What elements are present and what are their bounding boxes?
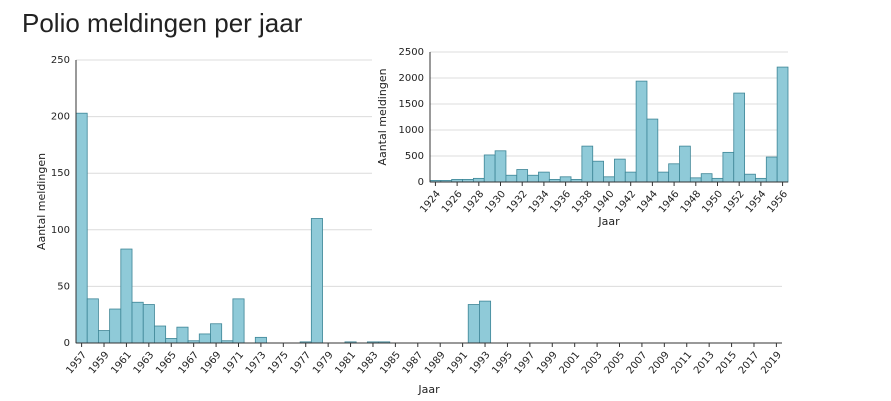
bar [109, 308, 122, 344]
bar [505, 174, 518, 183]
x-tick-label: 2007 [625, 350, 650, 377]
bar [711, 177, 724, 183]
x-tick-label: 1967 [176, 350, 201, 377]
bar [559, 176, 572, 183]
bar [86, 298, 99, 344]
bar [755, 177, 767, 183]
x-tick-label: 2017 [737, 350, 762, 377]
bar [516, 169, 529, 183]
bar [165, 338, 178, 344]
bar [254, 336, 267, 344]
bar [689, 177, 702, 183]
bar [75, 112, 88, 344]
x-tick-label: 1987 [401, 350, 426, 377]
bar [232, 298, 245, 344]
bar [646, 118, 659, 183]
bar [131, 301, 144, 344]
bar [154, 325, 167, 344]
x-tick-label: 1959 [87, 350, 112, 377]
y-tick-label: 2000 [399, 73, 424, 84]
bar [592, 160, 604, 183]
x-tick-label: 1969 [199, 350, 224, 377]
x-axis-title: Jaar [597, 215, 620, 228]
x-tick-label: 2011 [670, 350, 695, 377]
chart-title: Polio meldingen per jaar [22, 8, 303, 38]
x-tick-label: 1979 [311, 350, 336, 377]
bar [98, 330, 111, 344]
y-tick-label: 250 [51, 55, 70, 66]
y-tick-label: 0 [418, 177, 424, 188]
bar [614, 158, 626, 183]
bar [210, 323, 223, 344]
bar [657, 171, 670, 183]
bar [581, 145, 594, 183]
y-tick-label: 500 [405, 151, 424, 162]
x-tick-label: 1985 [378, 350, 403, 377]
bar [635, 80, 648, 183]
y-axis-title: Aantal meldingen [376, 68, 389, 165]
x-tick-label: 2009 [647, 350, 672, 377]
bar [776, 66, 789, 183]
x-tick-label: 1997 [513, 350, 538, 377]
bar [176, 326, 189, 344]
bar [483, 154, 496, 183]
bar [142, 304, 155, 344]
x-tick-label: 1991 [445, 350, 470, 377]
bar [472, 177, 485, 183]
x-tick-label: 2003 [580, 350, 605, 377]
y-axis-title: Aantal meldingen [35, 153, 48, 250]
bar [765, 156, 778, 183]
y-tick-label: 100 [51, 225, 70, 236]
y-tick-label: 0 [64, 338, 70, 349]
bar [744, 173, 756, 183]
x-tick-label: 1963 [132, 350, 157, 377]
inset-background [372, 44, 792, 234]
bar [668, 163, 680, 183]
y-tick-label: 200 [51, 112, 70, 123]
bar [467, 304, 480, 344]
x-tick-label: 1971 [221, 350, 246, 377]
x-tick-label: 1993 [468, 350, 493, 377]
bar [679, 145, 691, 183]
bar [700, 173, 713, 183]
bar [527, 174, 539, 183]
y-tick-label: 150 [51, 168, 70, 179]
x-tick-label: 1975 [266, 350, 291, 377]
x-tick-label: 1973 [244, 350, 269, 377]
y-tick-label: 1000 [399, 125, 424, 136]
bar [198, 333, 211, 344]
bar [624, 171, 637, 183]
bar [494, 150, 507, 183]
x-tick-label: 1977 [289, 350, 314, 377]
bar [722, 151, 735, 183]
x-tick-label: 1989 [423, 350, 448, 377]
x-tick-label: 1983 [356, 350, 381, 377]
bar [603, 176, 615, 183]
x-tick-label: 1995 [490, 350, 515, 377]
bar [310, 218, 323, 344]
y-tick-label: 1500 [399, 99, 424, 110]
bar [479, 300, 492, 344]
x-tick-label: 2015 [714, 350, 739, 377]
x-tick-label: 2005 [602, 350, 627, 377]
y-tick-label: 2500 [399, 47, 424, 58]
x-axis-title: Jaar [417, 383, 440, 396]
x-tick-label: 1965 [154, 350, 179, 377]
bar [733, 92, 746, 183]
x-tick-label: 1981 [333, 350, 358, 377]
y-tick-label: 50 [57, 281, 70, 292]
x-tick-label: 2001 [557, 350, 582, 377]
x-tick-label: 1961 [109, 350, 134, 377]
bar [120, 248, 133, 344]
x-tick-label: 2013 [692, 350, 717, 377]
bar [538, 171, 550, 183]
x-tick-label: 2019 [759, 350, 784, 377]
x-tick-label: 1999 [535, 350, 560, 377]
x-tick-label: 1957 [64, 350, 89, 377]
